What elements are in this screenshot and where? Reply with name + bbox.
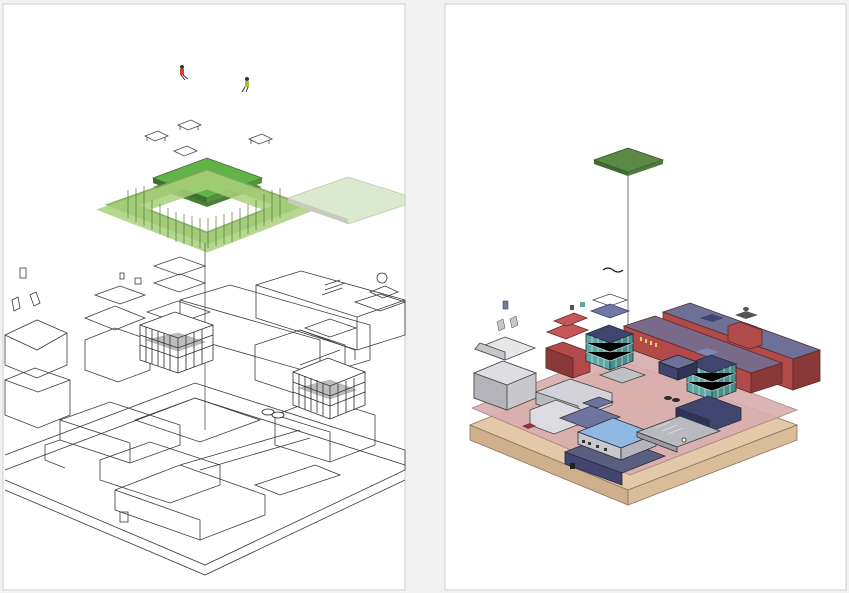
right-panel [444,3,847,591]
right-panel-frame [444,3,847,591]
bench-outlines [144,119,273,157]
person-figure-green [241,77,249,93]
grid-cube-building-left [139,311,214,374]
left-panel-frame [2,3,406,591]
tree-ring [96,168,316,253]
car-icons-right [664,396,680,402]
grid-cube-building-right [292,357,366,420]
floating-green-roof-plate [592,147,665,176]
navy-block [657,354,699,381]
brick-small-houses [545,312,591,379]
parking-plate [635,415,722,453]
small-details-right [522,314,724,469]
blue-roof-building [563,417,667,486]
slate-blocks [558,396,622,430]
car-icons-left [261,408,285,419]
person-figure-red [180,65,189,81]
pale-green-pad [286,176,406,225]
glass-tower-left [584,324,635,371]
left-panel [2,3,407,591]
grey-gable-house [472,336,538,411]
